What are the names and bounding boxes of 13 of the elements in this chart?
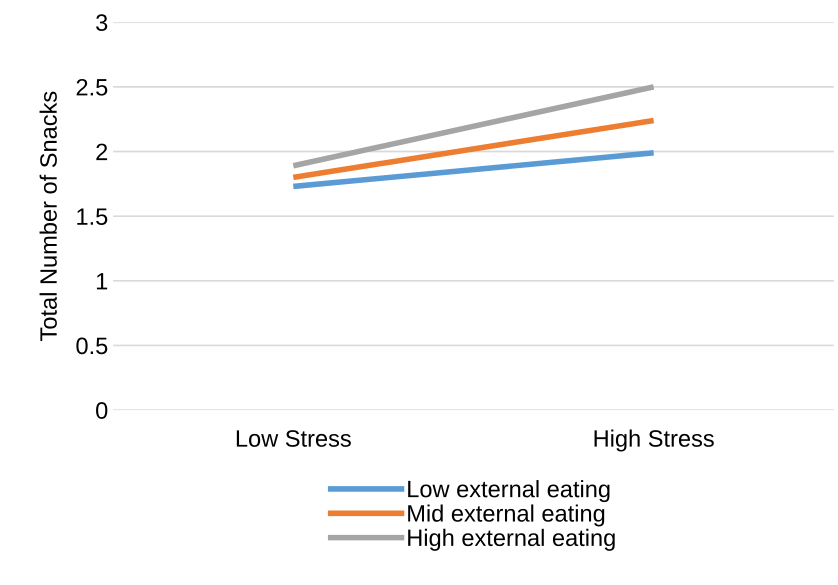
y-tick-label: 1 xyxy=(96,273,108,290)
y-tick-label: 2 xyxy=(96,144,108,160)
x-tick-label: Low Stress xyxy=(236,430,351,447)
y-axis-title: Total Number of Snacks xyxy=(40,92,57,341)
legend-label: Low external eating xyxy=(408,480,610,502)
y-tick-label: 2.5 xyxy=(76,78,108,96)
x-tick-label: High Stress xyxy=(594,430,714,452)
y-tick-label: 0.5 xyxy=(76,338,108,354)
legend-label: High external eating xyxy=(408,528,615,551)
y-tick-label: 3 xyxy=(96,14,108,32)
legend-label: Mid external eating xyxy=(408,504,604,526)
y-tick-label: 0 xyxy=(96,402,108,419)
y-tick-label: 1.5 xyxy=(77,208,108,225)
